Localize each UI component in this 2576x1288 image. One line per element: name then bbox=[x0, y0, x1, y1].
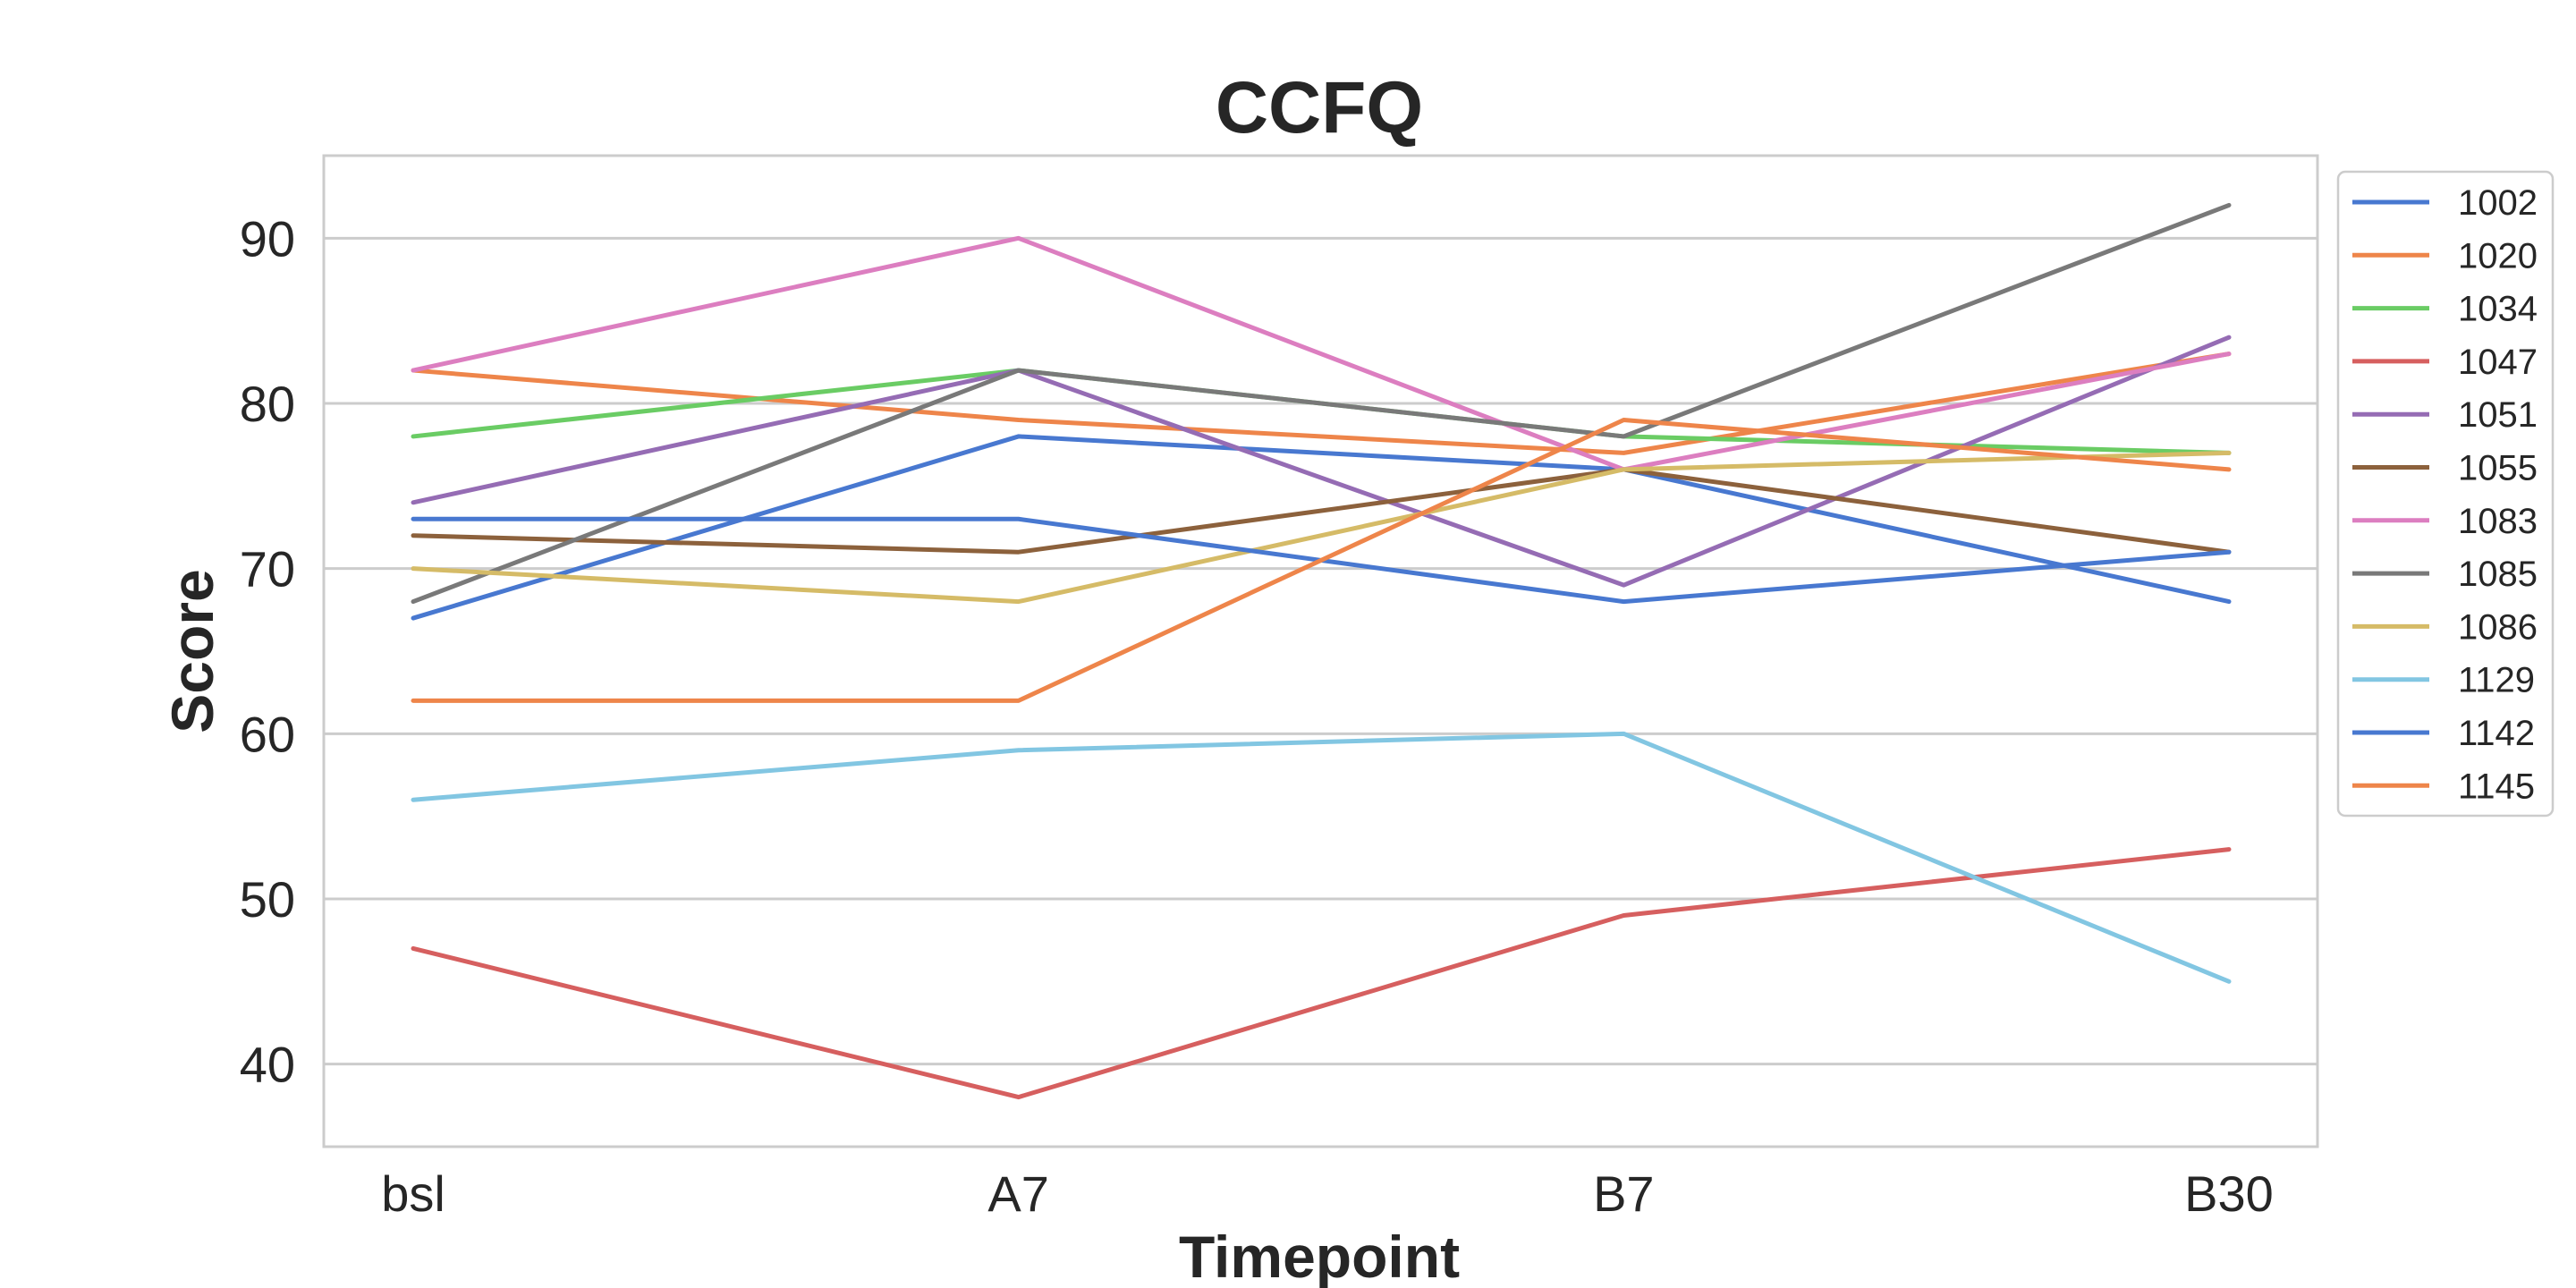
x-tick-B7: B7 bbox=[1593, 1165, 1655, 1222]
series-line-1034 bbox=[411, 368, 2232, 455]
y-tick-50: 50 bbox=[240, 871, 295, 928]
x-tick-A7: A7 bbox=[987, 1165, 1049, 1222]
legend-label-1086: 1086 bbox=[2458, 607, 2538, 647]
series-line-1047 bbox=[411, 847, 2232, 1100]
x-tick-bsl: bsl bbox=[381, 1165, 445, 1222]
legend: 1002 1020 1034 1047 1051 1055 1083 1085 1086 1129… bbox=[2336, 170, 2555, 818]
series-line-1055 bbox=[411, 467, 2232, 555]
x-tick-labels: bsl A7 B7 B30 bbox=[381, 1165, 2274, 1222]
legend-label-1020: 1020 bbox=[2458, 236, 2538, 275]
legend-label-1085: 1085 bbox=[2458, 555, 2538, 594]
series-line-1085 bbox=[411, 202, 2232, 605]
grid bbox=[324, 236, 2318, 1066]
y-tick-80: 80 bbox=[240, 376, 295, 432]
legend-box bbox=[2336, 170, 2555, 818]
series-line-1145 bbox=[411, 417, 2232, 703]
legend-label-1002: 1002 bbox=[2458, 183, 2538, 223]
series-line-1129 bbox=[411, 731, 2232, 984]
y-tick-labels: 40 50 60 70 80 90 bbox=[240, 210, 295, 1092]
y-tick-40: 40 bbox=[240, 1037, 295, 1093]
legend-label-1145: 1145 bbox=[2458, 767, 2535, 806]
series-line-1020 bbox=[411, 352, 2232, 455]
legend-label-1047: 1047 bbox=[2458, 343, 2538, 382]
x-axis-label: Timepoint bbox=[1179, 1224, 1460, 1288]
legend-label-1051: 1051 bbox=[2458, 395, 2538, 435]
series-line-1086 bbox=[411, 450, 2232, 605]
y-tick-70: 70 bbox=[240, 541, 295, 597]
chart-title: CCFQ bbox=[1216, 67, 1423, 148]
series-line-1083 bbox=[411, 235, 2232, 472]
series-line-1002 bbox=[411, 434, 2232, 621]
y-axis-label: Score bbox=[159, 569, 225, 733]
plot-frame bbox=[322, 154, 2319, 1148]
y-tick-90: 90 bbox=[240, 210, 295, 267]
x-tick-B30: B30 bbox=[2184, 1165, 2274, 1222]
legend-label-1055: 1055 bbox=[2458, 449, 2538, 488]
legend-label-1142: 1142 bbox=[2458, 714, 2535, 753]
legend-label-1034: 1034 bbox=[2458, 290, 2538, 329]
legend-label-1129: 1129 bbox=[2458, 661, 2535, 700]
legend-label-1083: 1083 bbox=[2458, 502, 2538, 541]
y-tick-60: 60 bbox=[240, 706, 295, 762]
series-lines bbox=[411, 202, 2232, 1100]
